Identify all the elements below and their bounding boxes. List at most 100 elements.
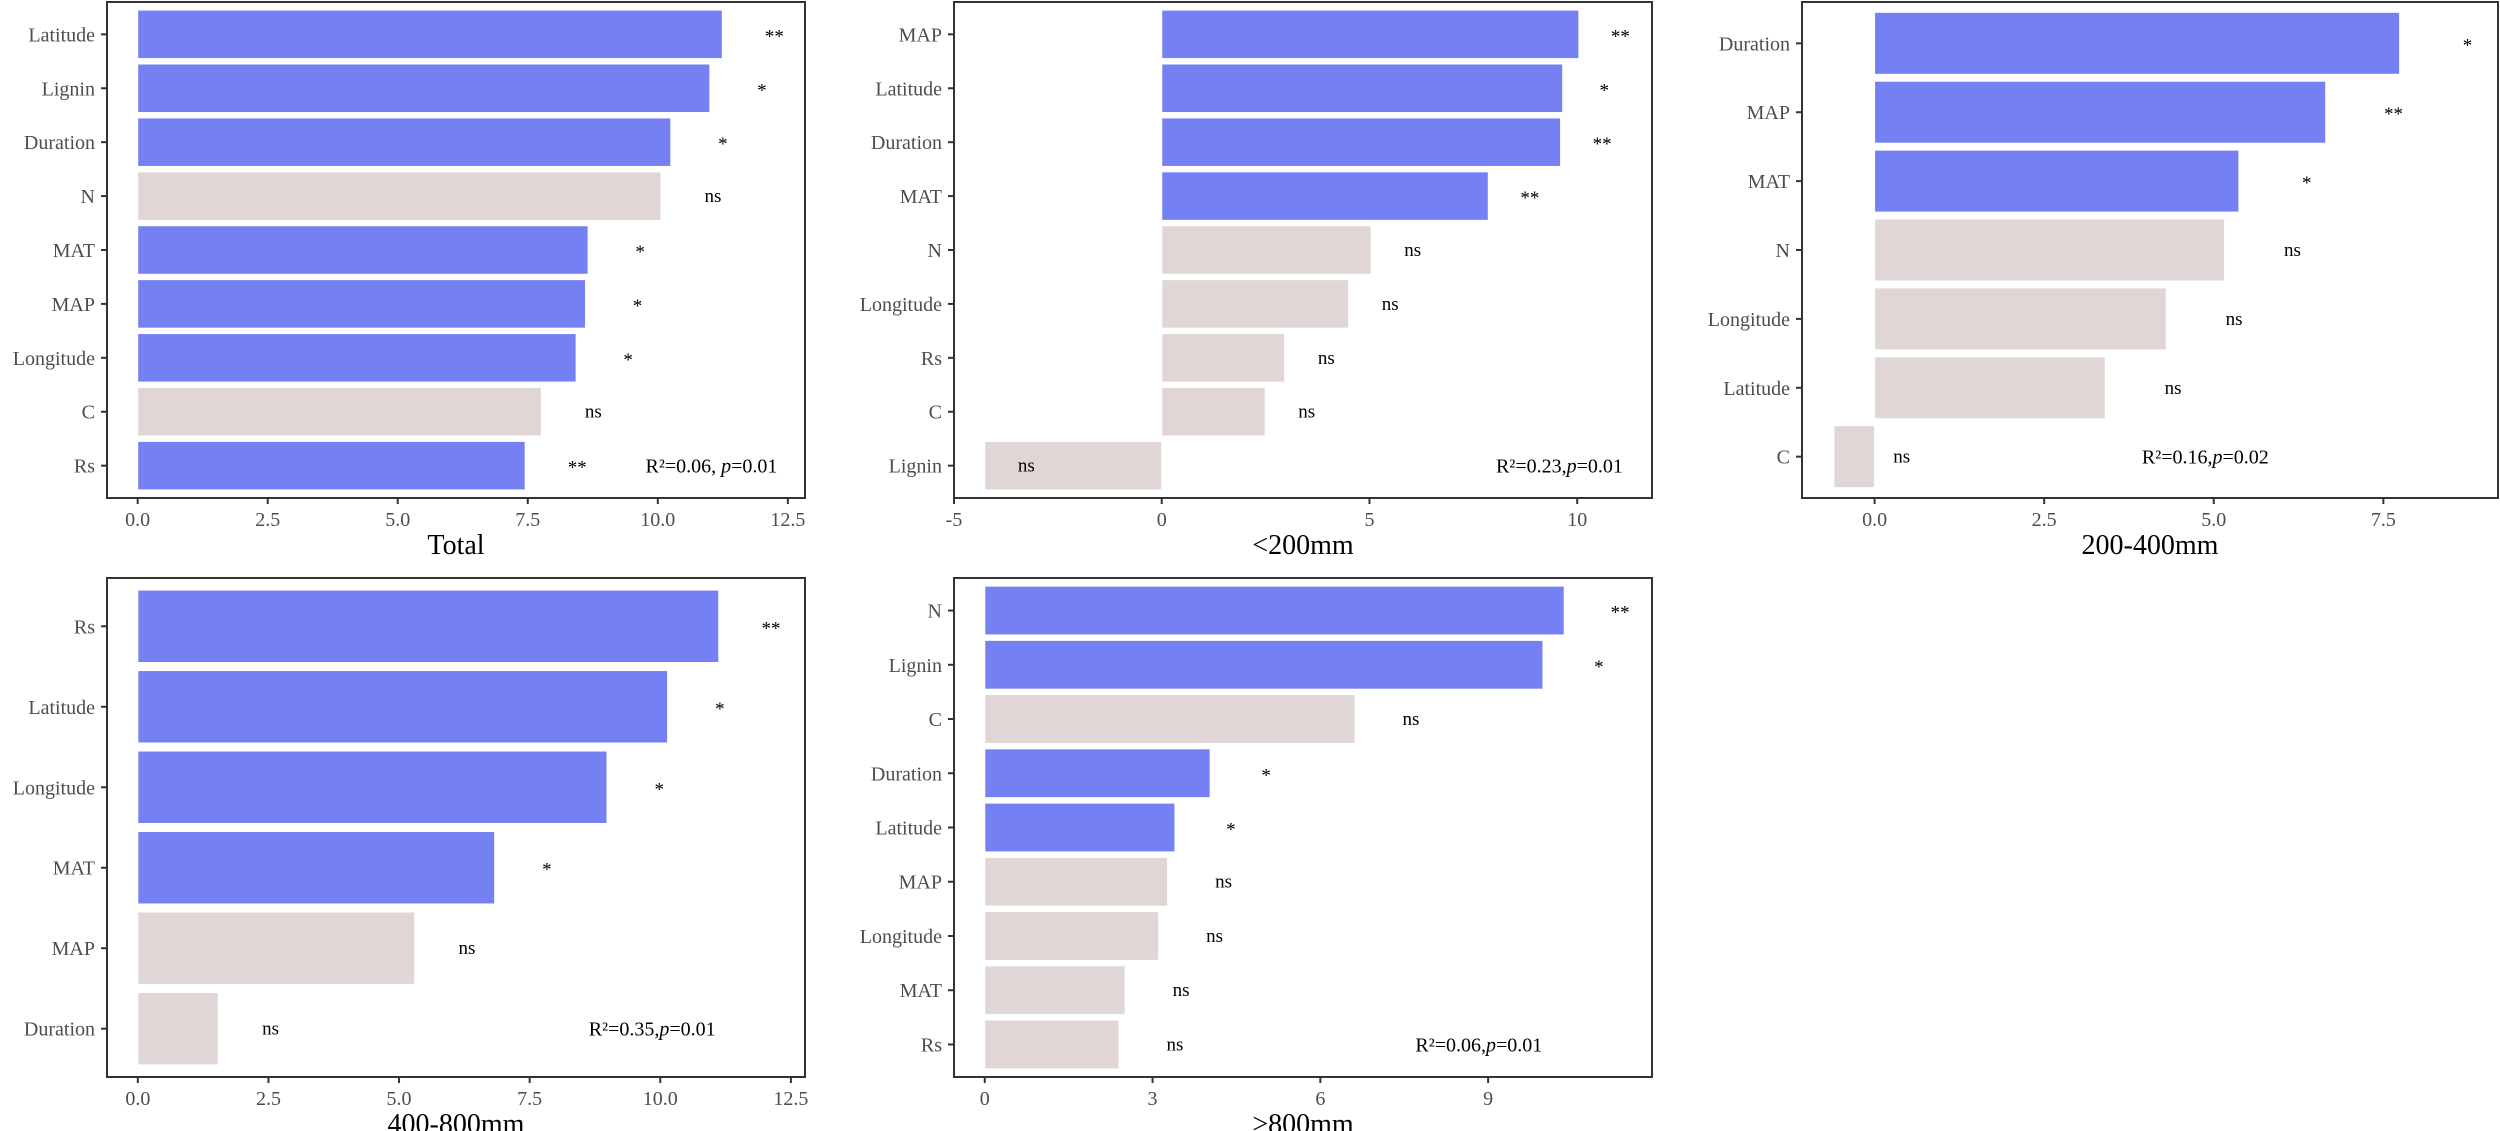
r2-annotation: R²=0.06,p=0.01 [1415, 1034, 1542, 1056]
y-tick-label: MAP [899, 872, 942, 894]
bar-rs [1161, 333, 1286, 383]
x-axis-title: 200-400mm [2082, 530, 2219, 561]
y-tick-label: C [929, 402, 942, 424]
y-tick-label: Lignin [889, 456, 942, 478]
significance-stars: * [635, 242, 645, 263]
bar-latitude [984, 802, 1176, 853]
x-tick-label: 7.5 [517, 1088, 542, 1110]
x-tick-label: 2.5 [255, 509, 280, 531]
y-tick-label: N [928, 240, 942, 262]
bar-rs [984, 1019, 1120, 1070]
significance-stars: * [633, 296, 643, 317]
y-tick-label: Rs [921, 1034, 942, 1056]
x-tick-label: 0.0 [125, 509, 150, 531]
y-tick-label: Duration [1719, 33, 1790, 55]
bar-c [1161, 386, 1266, 437]
significance-ns: ns [459, 938, 476, 959]
significance-stars: * [718, 134, 728, 155]
x-tick-label: 12.5 [770, 509, 805, 531]
significance-stars: ** [568, 458, 587, 479]
x-tick-label: 0.0 [125, 1088, 150, 1110]
y-tick-label: Lignin [889, 655, 942, 677]
bar-c [137, 386, 542, 437]
y-tick-label: MAT [900, 980, 942, 1002]
x-tick-label: 9 [1483, 1088, 1493, 1110]
y-tick-label: Duration [871, 763, 942, 785]
panel-frame [953, 1, 1653, 499]
significance-ns: ns [704, 186, 721, 207]
y-tick-label: Rs [74, 616, 95, 638]
r2-value: R²=0.35, [589, 1019, 660, 1041]
bar-lignin [984, 440, 1163, 491]
p-label: p [657, 1019, 669, 1041]
p-label: p [1484, 1034, 1496, 1056]
x-axis-title: Total [427, 530, 484, 561]
significance-stars: ** [1611, 26, 1630, 47]
bar-lignin [137, 63, 711, 114]
x-tick-label: 10.0 [640, 509, 675, 531]
r2-value: R²=0.06, [646, 456, 722, 478]
bar-mat [1874, 149, 2240, 213]
p-value: =0.01 [731, 456, 777, 478]
y-tick-label: C [929, 709, 942, 731]
bar-mat [1161, 171, 1489, 221]
y-tick-label: N [928, 601, 942, 623]
y-tick-label: MAP [1747, 102, 1790, 124]
x-tick-label: -5 [946, 509, 963, 531]
significance-stars: * [2302, 173, 2312, 194]
panel-frame [106, 577, 806, 1078]
bar-duration [984, 748, 1211, 799]
x-tick-label: 5.0 [2201, 509, 2226, 531]
significance-stars: * [542, 860, 552, 881]
y-tick-label: Duration [871, 132, 942, 154]
significance-ns: ns [1206, 926, 1223, 947]
x-axis-title: >800mm [1252, 1109, 1354, 1131]
bar-latitude [1874, 356, 2106, 420]
y-tick-label: Rs [921, 348, 942, 370]
p-value: =0.01 [669, 1019, 715, 1041]
y-tick-label: Longitude [860, 926, 942, 948]
significance-stars: * [623, 350, 633, 371]
p-label: p [1565, 456, 1577, 478]
bar-c [1833, 425, 1876, 489]
bar-n [984, 585, 1565, 636]
significance-ns: ns [1318, 348, 1335, 369]
r2-annotation: R²=0.16,p=0.02 [2142, 447, 2269, 469]
bar-map [137, 911, 416, 985]
y-tick-label: MAP [52, 938, 95, 960]
p-value: =0.01 [1496, 1034, 1542, 1056]
significance-ns: ns [2165, 378, 2182, 399]
r2-annotation: R²=0.23,p=0.01 [1496, 456, 1623, 478]
y-tick-label: N [1776, 240, 1790, 262]
significance-ns: ns [2284, 240, 2301, 261]
bar-mat [137, 831, 496, 905]
chart-panel-3: ** Rs * Latitude * Longitude * MAT ns MAP ns Durati… [13, 577, 808, 1131]
significance-stars: * [715, 699, 725, 720]
y-tick-label: Duration [24, 132, 95, 154]
x-tick-label: 5.0 [385, 509, 410, 531]
bar-duration [137, 117, 672, 167]
significance-ns: ns [585, 402, 602, 423]
significance-stars: * [1226, 820, 1236, 841]
significance-stars: ** [1520, 188, 1539, 209]
r2-value: R²=0.06, [1415, 1034, 1486, 1056]
r2-annotation: R²=0.35,p=0.01 [589, 1019, 716, 1041]
x-tick-label: 2.5 [2032, 509, 2057, 531]
significance-stars: ** [765, 26, 784, 47]
bar-latitude [1161, 63, 1564, 114]
y-tick-label: Latitude [1723, 378, 1790, 400]
x-tick-label: 5 [1364, 509, 1374, 531]
r2-annotation: R²=0.06, p=0.01 [646, 456, 778, 478]
bar-map [1874, 80, 2327, 144]
significance-stars: ** [1593, 134, 1612, 155]
significance-stars: * [1261, 765, 1271, 786]
panel-frame [106, 1, 806, 499]
y-tick-label: Longitude [13, 777, 95, 799]
bar-latitude [137, 670, 669, 744]
bar-n [1161, 225, 1372, 275]
x-axis-title: <200mm [1252, 530, 1354, 561]
p-label: p [719, 456, 731, 478]
x-tick-label: 0 [1157, 509, 1167, 531]
significance-ns: ns [1402, 709, 1419, 730]
panel-frame [953, 577, 1653, 1078]
